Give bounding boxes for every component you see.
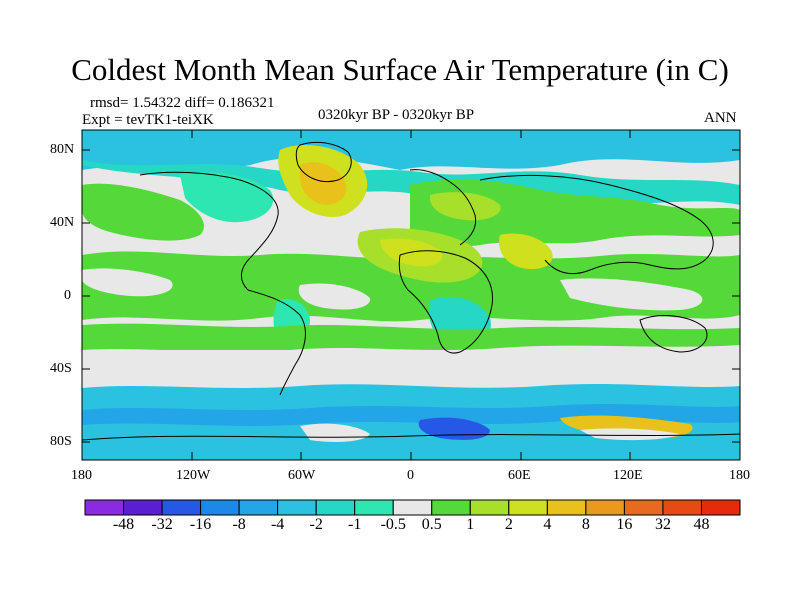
lon-label-0: 0 xyxy=(407,468,414,483)
lat-label-80s: 80S xyxy=(50,434,72,449)
colorbar-label-7: -0.5 xyxy=(380,516,406,533)
colorbar-box-2 xyxy=(161,499,202,516)
lat-label-40s: 40S xyxy=(50,361,72,376)
lon-label-60e: 60E xyxy=(508,468,531,483)
colorbar-box-0 xyxy=(84,499,125,516)
colorbar-box-16 xyxy=(700,499,741,516)
lat-label-0: 0 xyxy=(64,288,71,303)
lat-label-80n: 80N xyxy=(50,142,75,157)
experiment-text: Expt = tevTK1-teiXK xyxy=(82,112,214,128)
lon-label-60w: 60W xyxy=(288,468,316,483)
lat-ticks xyxy=(82,149,740,443)
colorbar-box-15 xyxy=(662,499,702,516)
colorbar-label-3: -8 xyxy=(232,516,246,533)
colorbar-box-8 xyxy=(392,499,433,516)
colorbar-box-14 xyxy=(623,499,664,516)
colorbar-label-15: 48 xyxy=(693,516,710,533)
colorbar-box-3 xyxy=(200,499,240,516)
season-text: ANN xyxy=(704,110,737,126)
colorbar-box-10 xyxy=(469,499,510,516)
colorbar-box-4 xyxy=(238,499,279,516)
colorbar-label-13: 16 xyxy=(616,516,633,533)
colorbar-box-13 xyxy=(585,499,625,516)
lon-ticks xyxy=(81,130,741,460)
colorbar-label-5: -2 xyxy=(309,516,323,533)
lon-label-180e: 180 xyxy=(729,468,750,483)
colorbar-label-8: 0.5 xyxy=(421,516,442,533)
period-text: 0320kyr BP - 0320kyr BP xyxy=(318,107,475,123)
lon-label-120e: 120E xyxy=(613,468,643,483)
colorbar-label-10: 2 xyxy=(504,516,513,533)
colorbar-box-9 xyxy=(431,499,471,516)
colorbar-label-0: -48 xyxy=(112,516,135,533)
colorbar-box-5 xyxy=(277,499,317,516)
colorbar-label-14: 32 xyxy=(654,516,671,533)
colorbar-box-11 xyxy=(508,499,548,516)
colorbar-box-12 xyxy=(546,499,587,516)
colorbar-label-1: -32 xyxy=(151,516,173,533)
map-title: Coldest Month Mean Surface Air Temperatu… xyxy=(71,52,729,87)
colorbar-label-2: -16 xyxy=(189,516,212,533)
colorbar-box-7 xyxy=(354,499,394,516)
colorbar xyxy=(84,499,741,516)
colorbar-box-6 xyxy=(315,499,356,516)
colorbar-box-1 xyxy=(123,499,163,516)
colorbar-label-9: 1 xyxy=(466,516,475,533)
colorbar-label-6: -1 xyxy=(348,516,362,533)
colorbar-label-12: 8 xyxy=(581,516,590,533)
colorbar-label-4: -4 xyxy=(270,516,285,533)
colorbar-label-11: 4 xyxy=(543,516,552,533)
lon-label-120w: 120W xyxy=(176,468,211,483)
stats-text: rmsd= 1.54322 diff= 0.186321 xyxy=(90,95,275,111)
lat-label-40n: 40N xyxy=(50,215,75,230)
temperature-field xyxy=(82,130,740,460)
lon-label-180w: 180 xyxy=(71,468,92,483)
